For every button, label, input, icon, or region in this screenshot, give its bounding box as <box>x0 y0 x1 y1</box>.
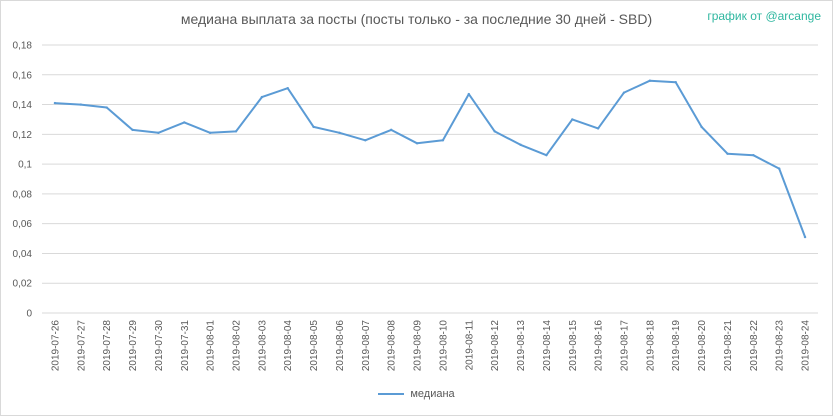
legend-label: медиана <box>410 388 455 400</box>
x-tick-label: 2019-08-11 <box>464 320 475 371</box>
data-point <box>338 131 341 135</box>
y-tick-label: 0,16 <box>13 70 33 81</box>
data-point <box>519 143 522 146</box>
x-tick-label: 2019-07-27 <box>76 320 87 372</box>
x-tick-label: 2019-08-10 <box>438 320 449 372</box>
x-tick-label: 2019-08-04 <box>283 320 294 372</box>
x-tick-label: 2019-08-07 <box>361 320 372 372</box>
data-point <box>364 139 367 142</box>
x-tick-label: 2019-08-16 <box>594 320 605 372</box>
y-tick-label: 0,18 <box>13 41 33 52</box>
data-point <box>415 142 419 145</box>
data-point <box>752 153 755 157</box>
x-tick-label: 2019-08-22 <box>749 320 760 372</box>
x-axis-ticks: 2019-07-26 2019-07-27 2019-07-28 2019-07-29… <box>50 320 811 372</box>
y-axis-ticks: 0 0,02 0,04 0,06 0,08 0,1 0,12 0,14 0,16 0,18 <box>13 41 33 320</box>
chart-title: медиана выплата за посты (посты только -… <box>180 11 653 27</box>
series-lines <box>53 79 807 239</box>
y-tick-label: 0,08 <box>13 189 33 200</box>
data-point <box>390 128 393 132</box>
data-point <box>726 152 729 155</box>
legend: медиана <box>0 388 833 400</box>
data-point <box>803 235 807 239</box>
data-point <box>545 153 548 157</box>
data-point <box>53 101 57 105</box>
x-tick-label: 2019-08-18 <box>645 320 656 372</box>
data-point <box>105 106 108 109</box>
data-point <box>493 130 496 133</box>
data-point <box>648 79 652 82</box>
x-tick-label: 2019-08-06 <box>335 320 346 372</box>
x-tick-label: 2019-08-14 <box>542 320 553 372</box>
x-tick-label: 2019-08-05 <box>309 320 320 372</box>
x-tick-label: 2019-08-24 <box>801 320 812 372</box>
data-point <box>622 91 626 94</box>
data-point <box>234 130 238 133</box>
x-tick-label: 2019-08-21 <box>723 320 734 372</box>
data-point <box>286 86 289 90</box>
y-tick-label: 0,04 <box>13 249 33 260</box>
data-point <box>596 127 600 130</box>
legend-swatch <box>378 393 405 395</box>
x-tick-label: 2019-08-15 <box>568 320 579 372</box>
x-tick-label: 2019-08-19 <box>671 320 682 372</box>
x-tick-label: 2019-08-03 <box>257 320 268 372</box>
data-point <box>79 103 83 106</box>
data-point <box>571 118 574 121</box>
data-point <box>467 92 470 96</box>
data-point <box>157 131 160 135</box>
x-tick-label: 2019-07-31 <box>180 320 191 372</box>
series-line-mediana <box>54 79 807 238</box>
y-tick-label: 0,12 <box>13 130 33 141</box>
x-tick-label: 2019-07-28 <box>102 320 113 372</box>
x-tick-label: 2019-07-26 <box>50 320 61 372</box>
y-tick-label: 0,1 <box>18 160 32 171</box>
x-tick-label: 2019-08-13 <box>516 320 527 372</box>
x-tick-label: 2019-07-30 <box>154 320 165 372</box>
x-tick-label: 2019-08-23 <box>775 320 786 372</box>
chart-credit: график от @arcange <box>707 9 821 23</box>
data-point <box>312 125 315 129</box>
data-point <box>778 167 781 170</box>
data-point <box>260 95 264 99</box>
data-point <box>441 139 445 142</box>
x-tick-label: 2019-08-20 <box>697 320 708 372</box>
data-point <box>183 121 186 124</box>
y-tick-label: 0,02 <box>13 279 33 290</box>
y-tick-label: 0,06 <box>13 219 33 230</box>
x-tick-label: 2019-08-09 <box>413 320 424 372</box>
x-tick-label: 2019-08-01 <box>206 320 217 372</box>
data-point <box>208 131 212 135</box>
x-tick-label: 2019-07-29 <box>128 320 139 372</box>
data-point <box>131 128 134 132</box>
grid-lines <box>42 44 818 314</box>
x-tick-label: 2019-08-17 <box>620 320 631 372</box>
y-tick-label: 0 <box>26 309 32 320</box>
y-tick-label: 0,14 <box>13 100 33 111</box>
x-tick-label: 2019-08-08 <box>387 320 398 372</box>
x-tick-label: 2019-08-12 <box>490 320 501 372</box>
data-point <box>700 125 703 129</box>
x-tick-label: 2019-08-02 <box>232 320 243 372</box>
data-point <box>674 81 677 84</box>
